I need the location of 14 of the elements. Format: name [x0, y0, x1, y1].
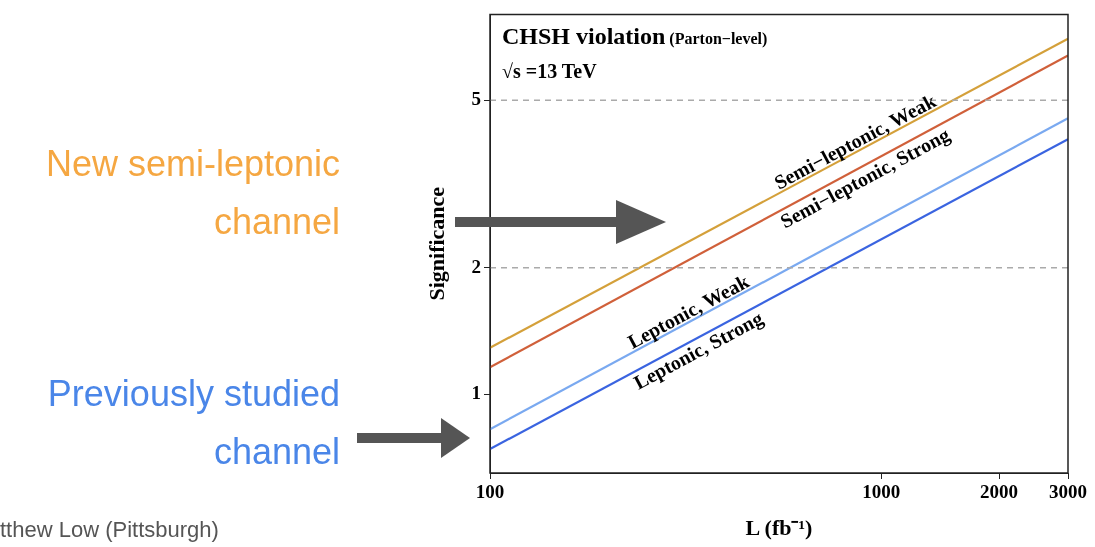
x-tick-label: 2000 [980, 481, 1019, 503]
x-tick-label: 1000 [862, 481, 901, 503]
text: √s =13 TeV [502, 60, 598, 83]
y-tick-label: 1 [471, 382, 481, 404]
y-axis-title: Significance [423, 186, 449, 301]
text: Previously studied channel [46, 372, 340, 474]
y-tick-label: 2 [471, 255, 481, 277]
text: tthew Low (Pittsburgh) [0, 516, 220, 544]
text: New semi-leptonic channel [44, 142, 340, 244]
x-axis-title: L (fb⁻¹) [745, 514, 813, 540]
x-tick-label: 3000 [1049, 481, 1087, 503]
chart-title: CHSH violation (Parton−level) [502, 23, 768, 50]
y-tick-label: 5 [471, 88, 481, 110]
x-tick-label: 100 [475, 481, 505, 503]
